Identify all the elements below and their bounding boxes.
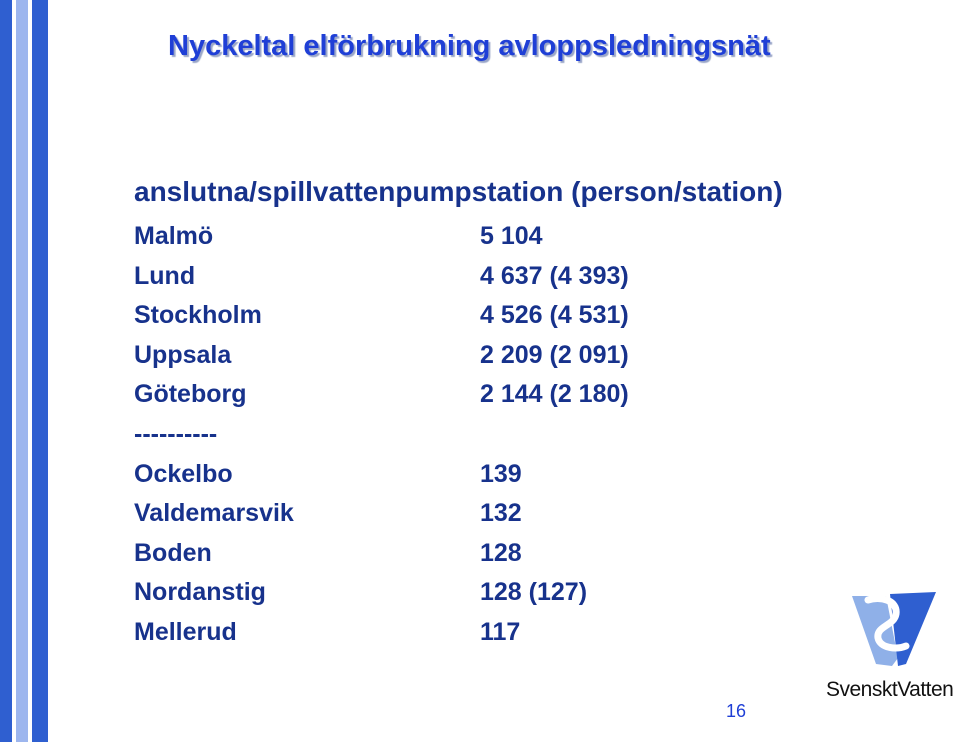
city-list: Malmö 5 104 Lund 4 637 (4 393) Stockholm… — [134, 222, 694, 658]
list-item: Uppsala 2 209 (2 091) — [134, 341, 694, 381]
list-item: Stockholm 4 526 (4 531) — [134, 301, 694, 341]
city-value: 4 526 (4 531) — [480, 301, 629, 330]
city-value: 2 144 (2 180) — [480, 380, 629, 409]
list-item: Göteborg 2 144 (2 180) — [134, 380, 694, 420]
list-item: Ockelbo 139 — [134, 460, 694, 500]
slide-subtitle: anslutna/spillvattenpumpstation (person/… — [134, 176, 783, 207]
city-value: 117 — [480, 617, 521, 646]
city-value: 2 209 (2 091) — [480, 340, 629, 369]
city-value: 4 637 (4 393) — [480, 261, 629, 290]
list-item: Malmö 5 104 — [134, 222, 694, 262]
city-value: 128 — [480, 538, 522, 567]
city-name: Göteborg — [134, 380, 247, 409]
city-value: 132 — [480, 499, 522, 528]
list-item: Mellerud 117 — [134, 618, 694, 658]
city-name: Nordanstig — [134, 578, 266, 607]
city-name: Lund — [134, 261, 196, 290]
list-item: Nordanstig 128 (127) — [134, 578, 694, 618]
city-name: Malmö — [134, 222, 214, 250]
city-name: Valdemarsvik — [134, 499, 294, 528]
city-name: Stockholm — [134, 301, 262, 330]
left-accent-bar-light — [16, 0, 28, 742]
slide-title: Nyckeltal elförbrukning avloppsledningsn… — [168, 30, 771, 62]
city-name: Mellerud — [134, 617, 237, 646]
separator-text: ---------- — [134, 419, 218, 448]
list-item: Valdemarsvik 132 — [134, 499, 694, 539]
city-name: Ockelbo — [134, 459, 233, 488]
city-value: 139 — [480, 459, 522, 488]
city-value: 5 104 — [480, 222, 543, 250]
city-name: Boden — [134, 538, 212, 567]
list-item: Lund 4 637 (4 393) — [134, 262, 694, 302]
list-separator: ---------- — [134, 420, 694, 460]
svenskt-vatten-logo-icon — [852, 592, 936, 666]
list-item: Boden 128 — [134, 539, 694, 579]
left-accent-bar-inner — [32, 0, 48, 742]
logo-wordmark: SvensktVatten — [826, 678, 954, 701]
city-value: 128 (127) — [480, 578, 588, 607]
left-accent-bar — [0, 0, 12, 742]
city-name: Uppsala — [134, 340, 232, 369]
page-number: 16 — [726, 701, 747, 721]
